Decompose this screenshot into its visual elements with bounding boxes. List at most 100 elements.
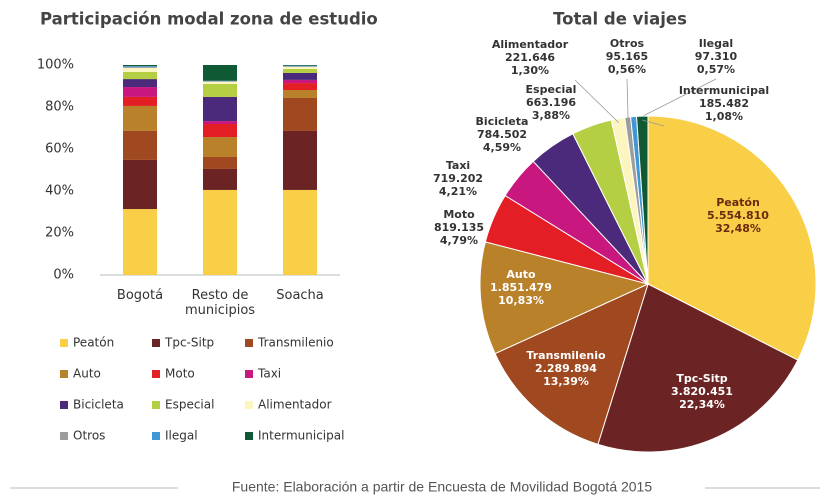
bar-segment — [283, 97, 317, 131]
bar-segment — [203, 121, 237, 125]
bar-segment — [203, 189, 237, 275]
bar-segment — [283, 189, 317, 275]
bar-segment — [123, 66, 157, 68]
bar-segment — [283, 83, 317, 90]
slice-name: Intermunicipal — [679, 84, 769, 97]
bar-segment — [123, 65, 157, 67]
legend-label: Peatón — [73, 336, 114, 350]
slice-name: Ilegal — [699, 37, 733, 50]
legend-swatch — [245, 432, 253, 440]
bar-segment — [203, 156, 237, 169]
slice-value: 5.554.810 — [707, 209, 769, 222]
slice-name: Especial — [526, 83, 577, 96]
bar-title: Participación modal zona de estudio — [40, 10, 378, 29]
legend-label: Especial — [165, 398, 214, 412]
slice-value: 719.202 — [433, 172, 483, 185]
bar-segment — [123, 67, 157, 72]
slice-value: 97.310 — [695, 50, 738, 63]
y-tick-label: 0% — [53, 268, 74, 283]
slice-name: Otros — [610, 37, 645, 50]
y-tick-label: 60% — [45, 142, 74, 157]
legend-swatch — [60, 401, 68, 409]
bar-segment — [123, 105, 157, 131]
bar-segment — [123, 96, 157, 106]
slice-value: 185.482 — [699, 97, 749, 110]
bar-segment — [123, 209, 157, 275]
slice-value: 1.851.479 — [490, 281, 552, 294]
pie-slice — [494, 283, 649, 445]
pie-slice — [647, 115, 817, 361]
legend-swatch — [60, 370, 68, 378]
bar-segment — [203, 81, 237, 84]
slice-percent: 22,34% — [679, 398, 725, 411]
y-tick-label: 100% — [37, 58, 74, 73]
slice-percent: 1,08% — [705, 110, 743, 123]
bar-segment — [283, 66, 317, 67]
legend-swatch — [245, 339, 253, 347]
x-tick-label: Resto de municipios — [184, 288, 256, 318]
slice-value: 95.165 — [606, 50, 648, 63]
slice-percent: 0,57% — [697, 63, 735, 76]
slice-value: 663.196 — [526, 96, 576, 109]
slice-name: Transmilenio — [526, 349, 606, 362]
bar-segment — [203, 124, 237, 138]
slice-name: Tpc-Sitp — [676, 372, 727, 385]
bar-segment — [203, 96, 237, 122]
x-tick-label: Soacha — [276, 288, 324, 303]
bar-segment — [283, 68, 317, 73]
pie-slice — [597, 283, 799, 453]
bar-segment — [123, 87, 157, 97]
legend-label: Taxi — [257, 367, 281, 381]
legend-label: Tpc-Sitp — [164, 336, 214, 350]
legend-swatch — [152, 401, 160, 409]
legend-swatch — [152, 370, 160, 378]
slice-percent: 1,30% — [511, 64, 549, 77]
legend-label: Auto — [73, 367, 101, 381]
bar-segment — [203, 65, 237, 81]
bar-segment — [203, 81, 237, 82]
slice-name: Moto — [443, 208, 475, 221]
legend-label: Transmilenio — [257, 336, 334, 350]
slice-percent: 4,79% — [440, 234, 478, 247]
slice-value: 819.135 — [434, 221, 484, 234]
slice-name: Peatón — [716, 196, 760, 209]
bar-segment — [283, 72, 317, 80]
bar-segment — [123, 130, 157, 160]
bar-segment — [203, 83, 237, 97]
slice-name: Auto — [506, 268, 536, 281]
bar-segment — [203, 137, 237, 157]
bar-segment — [283, 130, 317, 190]
slice-value: 3.820.451 — [671, 385, 733, 398]
slice-percent: 13,39% — [543, 375, 589, 388]
bar-segment — [283, 66, 317, 69]
legend-swatch — [60, 339, 68, 347]
legend-swatch — [152, 339, 160, 347]
slice-percent: 4,21% — [439, 185, 477, 198]
y-tick-label: 40% — [45, 184, 74, 199]
legend-swatch — [152, 432, 160, 440]
slice-percent: 32,48% — [715, 222, 761, 235]
slice-percent: 10,83% — [498, 294, 544, 307]
bar-segment — [123, 79, 157, 88]
legend-label: Bicicleta — [73, 398, 124, 412]
legend-label: Moto — [165, 367, 195, 381]
legend-swatch — [245, 401, 253, 409]
legend-swatch — [245, 370, 253, 378]
slice-name: Taxi — [446, 159, 470, 172]
bar-segment — [283, 89, 317, 98]
bar-segment — [283, 65, 317, 66]
source: Fuente: Elaboración a partir de Encuesta… — [232, 479, 652, 495]
leader-line — [626, 78, 629, 122]
slice-percent: 3,88% — [532, 109, 570, 122]
slice-name: Bicicleta — [476, 115, 529, 128]
bar-segment — [123, 71, 157, 80]
bar-segment — [283, 65, 317, 67]
pie-slice — [636, 115, 649, 285]
bar-segment — [123, 66, 157, 67]
leader-line — [574, 79, 619, 123]
leader-line — [642, 119, 665, 127]
slice-name: Alimentador — [492, 38, 569, 51]
bar-segment — [283, 79, 317, 84]
